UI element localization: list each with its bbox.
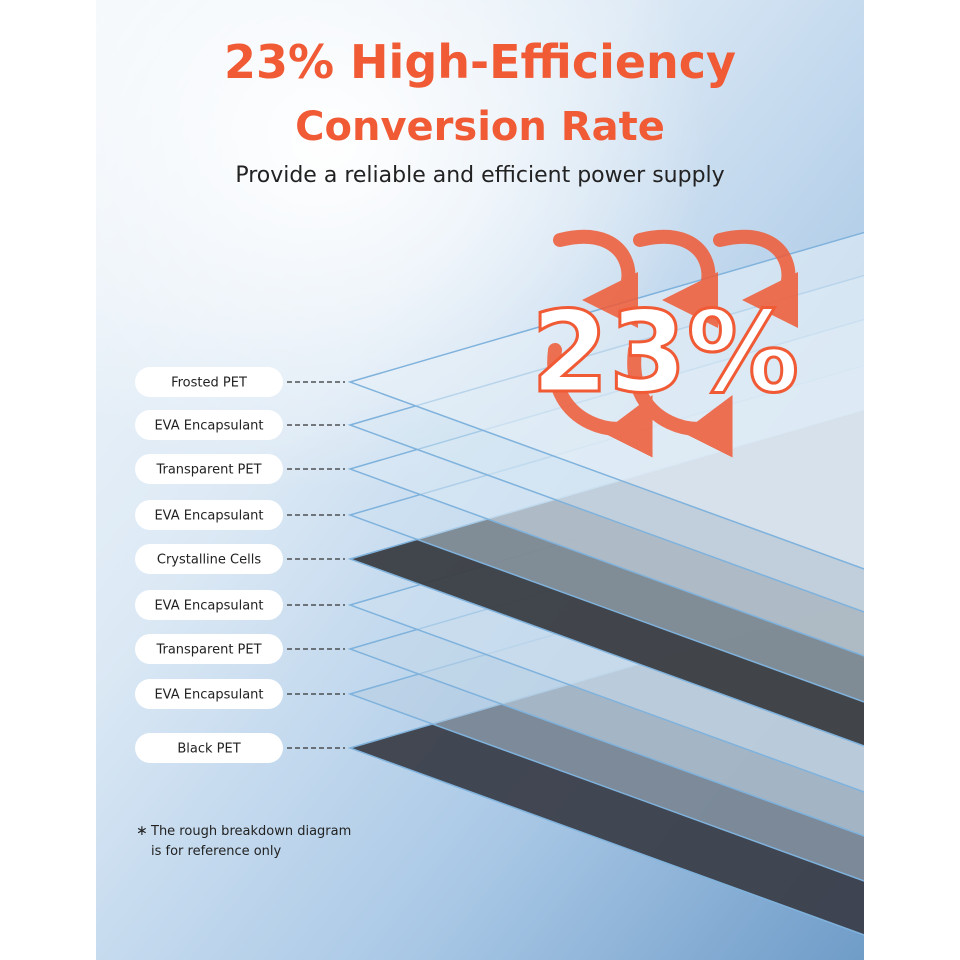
title-line-1: 23% High-Efficiency — [224, 35, 736, 89]
label-pill — [135, 454, 283, 484]
label-pill — [135, 679, 283, 709]
layer-label: Frosted PET — [171, 376, 247, 391]
label-pill — [135, 500, 283, 530]
artwork: 23% — [96, 0, 864, 960]
layer-label: Crystalline Cells — [157, 553, 261, 568]
layer-label: Black PET — [177, 742, 240, 757]
layer-label: Transparent PET — [155, 643, 261, 658]
footnote-line: The rough breakdown diagram — [150, 824, 351, 839]
layer-label: EVA Encapsulant — [154, 419, 263, 434]
label-pill — [135, 367, 283, 397]
efficiency-badge: 23% — [531, 288, 799, 418]
heat-arrows — [547, 230, 799, 458]
footnote-mark: ∗ — [136, 823, 148, 839]
subtitle: Provide a reliable and efficient power s… — [235, 163, 724, 188]
layer-label: EVA Encapsulant — [154, 509, 263, 524]
layer-labels: Frosted PET EVA Encapsulant Transparent PE… — [135, 367, 345, 763]
layer-label: Transparent PET — [155, 463, 261, 478]
layer-label: EVA Encapsulant — [154, 599, 263, 614]
label-pill — [135, 733, 283, 763]
label-pill — [135, 544, 283, 574]
footnote-line: is for reference only — [151, 844, 282, 859]
label-pill — [135, 410, 283, 440]
title-line-2: Conversion Rate — [295, 104, 665, 150]
label-pill — [135, 590, 283, 620]
layer-label: EVA Encapsulant — [154, 688, 263, 703]
label-pill — [135, 634, 283, 664]
layer-stack — [347, 231, 864, 936]
